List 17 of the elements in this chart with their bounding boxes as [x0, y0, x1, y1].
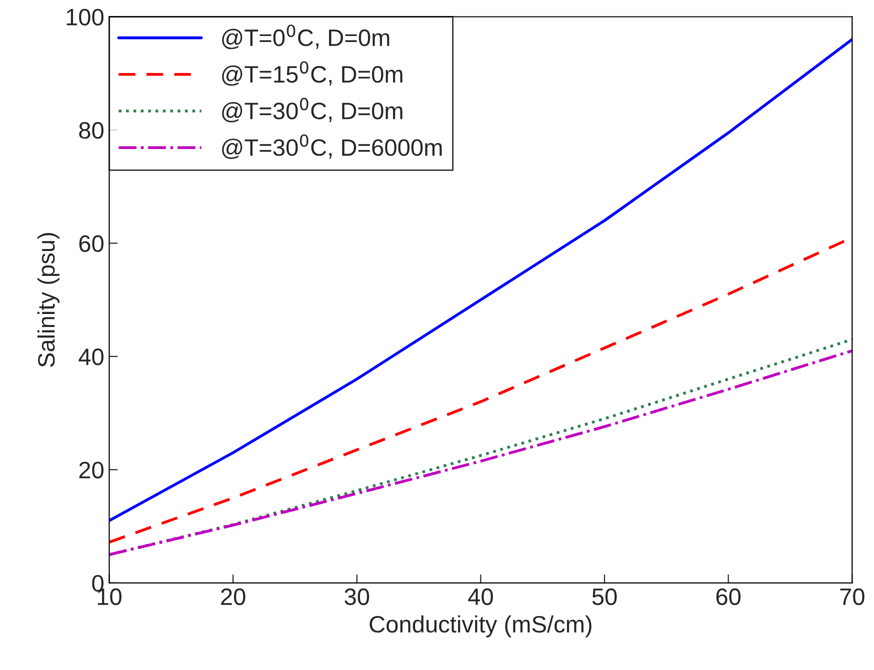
y-tick-label: 60	[79, 235, 104, 252]
y-tick-label: 20	[79, 462, 104, 478]
x-tick-label: 40	[468, 588, 493, 606]
x-tick-label: 20	[221, 588, 246, 606]
legend-label: @T=0$^{0}$C, D=0m	[222, 24, 390, 50]
y-tick-label: 80	[79, 122, 104, 139]
y-tick-label: 40	[78, 348, 104, 366]
x-tick-label: 30	[344, 588, 370, 606]
x-tick-label: 70	[840, 588, 864, 606]
x-tick-label: 50	[592, 588, 617, 606]
x-axis-title: Conductivity (mS/cm)	[370, 615, 592, 638]
y-tick-label: 100	[66, 8, 104, 26]
y-axis-title: Salinity (psu)	[37, 233, 60, 367]
legend-label: @T=30$^{0}$C, D=6000m	[222, 134, 442, 159]
legend-label: @T=30$^{0}$C, D=0m	[222, 98, 402, 122]
legend-label: @T=15$^{0}$C, D=0m	[222, 61, 402, 86]
x-tick-label: 60	[716, 588, 741, 606]
